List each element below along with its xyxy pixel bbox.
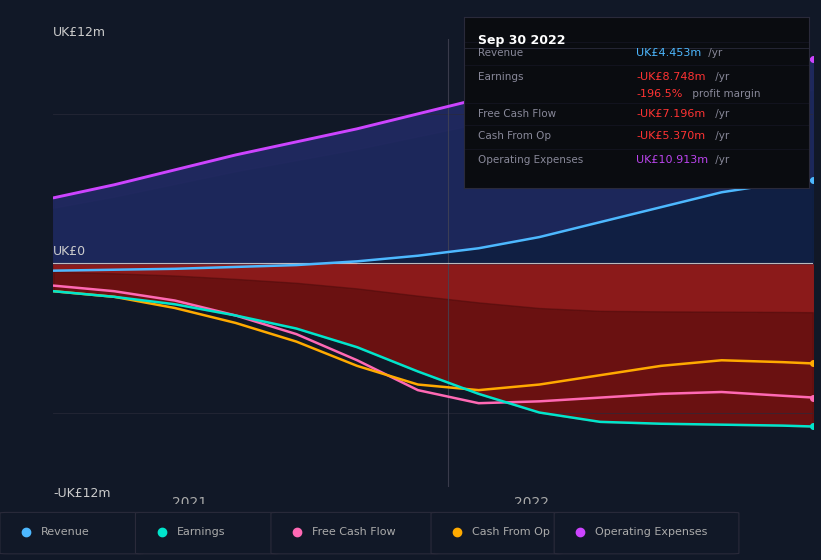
Text: Earnings: Earnings xyxy=(177,527,225,537)
Text: /yr: /yr xyxy=(712,132,729,142)
Text: Operating Expenses: Operating Expenses xyxy=(595,527,708,537)
Text: /yr: /yr xyxy=(704,48,722,58)
FancyBboxPatch shape xyxy=(554,512,739,554)
Text: -UK£7.196m: -UK£7.196m xyxy=(636,109,705,119)
Text: Revenue: Revenue xyxy=(478,48,523,58)
Text: UK£0: UK£0 xyxy=(53,245,86,258)
Text: UK£10.913m: UK£10.913m xyxy=(636,155,709,165)
Text: Revenue: Revenue xyxy=(41,527,89,537)
Text: /yr: /yr xyxy=(712,109,729,119)
Text: -UK£5.370m: -UK£5.370m xyxy=(636,132,705,142)
Text: /yr: /yr xyxy=(712,72,729,82)
Text: -196.5%: -196.5% xyxy=(636,89,682,99)
Text: Cash From Op: Cash From Op xyxy=(472,527,550,537)
Text: Earnings: Earnings xyxy=(478,72,523,82)
FancyBboxPatch shape xyxy=(271,512,439,554)
Text: Sep 30 2022: Sep 30 2022 xyxy=(478,34,565,47)
Text: Cash From Op: Cash From Op xyxy=(478,132,551,142)
FancyBboxPatch shape xyxy=(0,512,144,554)
Text: Free Cash Flow: Free Cash Flow xyxy=(478,109,556,119)
FancyBboxPatch shape xyxy=(135,512,279,554)
Text: UK£4.453m: UK£4.453m xyxy=(636,48,701,58)
Text: UK£12m: UK£12m xyxy=(53,26,107,39)
Text: -UK£12m: -UK£12m xyxy=(53,487,111,500)
FancyBboxPatch shape xyxy=(431,512,562,554)
Text: Operating Expenses: Operating Expenses xyxy=(478,155,583,165)
Text: /yr: /yr xyxy=(712,155,729,165)
Text: Free Cash Flow: Free Cash Flow xyxy=(312,527,396,537)
Text: -UK£8.748m: -UK£8.748m xyxy=(636,72,706,82)
Text: profit margin: profit margin xyxy=(690,89,761,99)
